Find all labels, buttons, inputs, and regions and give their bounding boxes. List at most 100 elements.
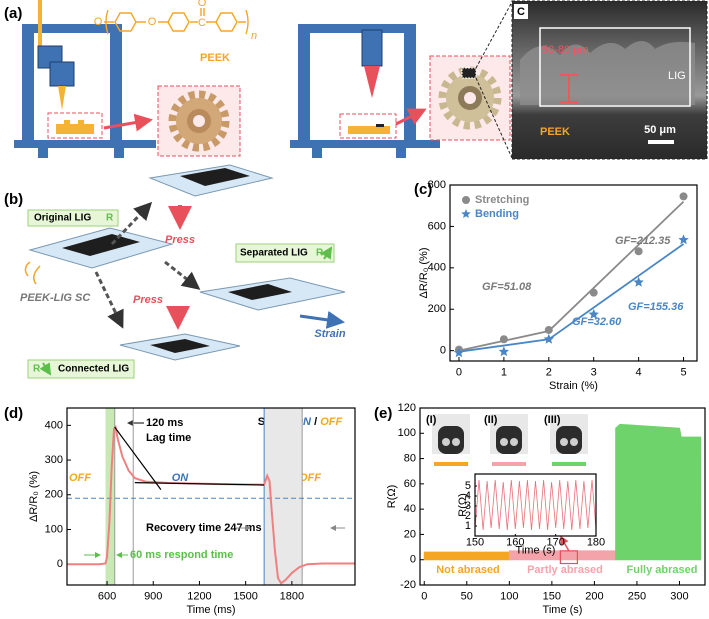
x-tick-label: 1800 [280, 590, 304, 602]
panel-label: (d) [4, 405, 23, 422]
x-axis-label: Time (ms) [186, 604, 235, 616]
legend-label: Bending [475, 208, 519, 220]
frame-top [298, 24, 416, 33]
photo-label: (I) [426, 414, 437, 426]
x-tick-label: 250 [628, 590, 646, 602]
gear-hole [464, 92, 476, 104]
separator: / [314, 416, 317, 428]
wire [24, 261, 41, 285]
area [615, 423, 702, 561]
point [453, 347, 465, 358]
y-tick-label: 0 [57, 558, 63, 570]
y-tick-label: 200 [428, 303, 446, 315]
x-tick-label: 300 [670, 590, 688, 602]
r-symbol: R [316, 248, 324, 259]
y-tick-label: 20 [404, 528, 416, 540]
polymer-name: PEEK [200, 52, 230, 64]
lig-frame [539, 27, 691, 107]
area [423, 551, 510, 561]
strip [148, 164, 274, 197]
substrate-label: PEEK [540, 126, 570, 138]
lig-label: LIG [668, 70, 686, 82]
x-tick-label: 0 [456, 366, 462, 378]
photo-detail [510, 438, 518, 446]
y-tick-label: 400 [45, 419, 63, 431]
plot-frame [419, 407, 706, 586]
gear-teeth [168, 90, 230, 152]
panel-d-annotations: 120 ms Lag time Stress ON / OFF OFF ON O… [69, 416, 345, 561]
x-tick-label: 50 [461, 590, 473, 602]
segment-label: Not abrased [436, 564, 500, 576]
lig-layer [62, 234, 140, 256]
y-tick-label: 400 [428, 262, 446, 274]
structure-atoms: O O C O n [94, 0, 257, 42]
y-tick-label: 200 [45, 489, 63, 501]
highlight-box [47, 112, 103, 139]
bracket [105, 9, 249, 35]
x-tick-label: 160 [506, 537, 524, 549]
frame-post [110, 24, 122, 144]
off-label: OFF [299, 472, 321, 484]
panel-b: (b) Press Press Strain PEEK-LIG SC Origi… [4, 164, 346, 379]
y-tick-label: 300 [45, 454, 63, 466]
off-text: OFF [320, 416, 342, 428]
gear-teeth [438, 66, 502, 130]
x-tick-label: 3 [591, 366, 597, 378]
y-tick-label: 0 [440, 345, 446, 357]
press-label: Press [133, 294, 163, 306]
x-tick-label: 150 [543, 590, 561, 602]
x-axis-label: Strain (%) [549, 380, 598, 392]
point [634, 247, 643, 256]
y-tick-label: 5 [465, 480, 471, 492]
state-label: Separated LIG [240, 248, 308, 259]
frame-post [404, 24, 416, 144]
y-tick-label: 40 [404, 503, 416, 515]
segment-label: Fully abrased [627, 564, 698, 576]
panel-a: (a) O O C O n PEEK [4, 0, 708, 160]
segment-label: Partly abrased [527, 564, 603, 576]
r-up-arrow [320, 246, 333, 260]
lig-layer [228, 284, 292, 300]
photo-detail [442, 438, 450, 446]
x-tick-label: 100 [500, 590, 518, 602]
frame-foot [114, 148, 124, 158]
point [589, 288, 598, 297]
x-tick-label: 200 [585, 590, 603, 602]
nozzle [58, 86, 66, 110]
thickness-label: 50-80 μm [542, 44, 589, 56]
label-box [235, 243, 335, 263]
plot-frame [449, 184, 698, 362]
point [679, 192, 688, 201]
point [498, 346, 510, 357]
panel-label: (b) [4, 191, 23, 208]
ring [215, 12, 238, 32]
strip [199, 277, 346, 311]
lag-value: 120 ms [146, 417, 183, 429]
lig-texture [520, 41, 695, 105]
photo-label: (II) [484, 414, 498, 426]
x-tick-label: 5 [680, 366, 686, 378]
state-label: Original LIG [34, 213, 91, 224]
thickness-bar [560, 74, 578, 103]
ring [167, 12, 190, 32]
y-axis-label: R(Ω) [457, 493, 469, 517]
frame-base [290, 140, 440, 148]
x-tick-label: 4 [636, 366, 642, 378]
point [544, 325, 553, 334]
y-axis-label: ΔR/R₀ (%) [28, 471, 40, 522]
transition-arrows [94, 201, 201, 329]
press-label: Press [165, 234, 195, 246]
x-tick-label: 170 [546, 537, 564, 549]
atom: O [148, 16, 157, 28]
arrow [395, 108, 427, 126]
transition-arrow [94, 271, 124, 329]
photo-subject [438, 426, 464, 454]
label-box [27, 209, 119, 227]
x-tick-label: 1200 [187, 590, 211, 602]
y-tick-label: 100 [45, 523, 63, 535]
point [543, 333, 554, 344]
chemical-structure [104, 8, 249, 35]
y-tick-label: 120 [398, 402, 416, 414]
frame-top [22, 24, 122, 33]
lig-layer [180, 168, 250, 186]
